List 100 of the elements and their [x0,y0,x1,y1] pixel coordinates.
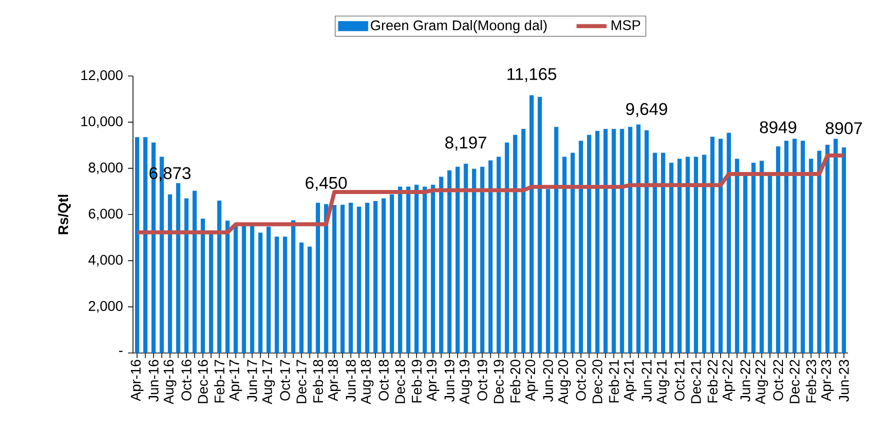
x-tick-label: Feb-22 [707,360,718,402]
data-label: 11,165 [508,68,556,82]
bar [718,138,723,353]
bar [266,226,271,353]
bar [554,126,558,353]
bar [200,218,205,353]
bar [595,130,600,353]
x-tick-label: Oct-17 [280,360,290,401]
x-tick-label: Apr-21 [624,360,637,402]
bar [842,147,846,353]
bar [834,138,838,353]
bar [562,156,567,353]
x-tick-label: Apr-16 [130,360,144,402]
bar [570,152,575,353]
bar [373,200,378,353]
bar [538,96,542,353]
bar [472,168,476,353]
x-tick-label: Aug-22 [755,360,768,404]
bar [439,176,444,353]
bar [250,224,254,353]
bar [578,140,584,353]
data-label: 8907 [826,122,862,134]
x-tick-label: Apr-17 [229,360,242,402]
bar [694,156,698,353]
x-tick-label: Jun-20 [543,360,553,402]
x-tick-label: Dec-20 [592,360,602,404]
x-tick-label: Aug-18 [360,360,374,404]
bar [299,242,304,353]
bar [669,162,674,353]
bar [800,140,805,353]
y-tick-label: 10,000 [81,116,123,128]
bar [316,202,320,353]
bar [776,146,780,353]
x-tick-label: Feb-19 [411,360,422,402]
x-tick-label: Apr-19 [426,360,440,402]
data-label: 9,649 [626,103,668,118]
bar [348,202,353,353]
bar [242,224,246,353]
x-tick-label: Jun-23 [838,360,849,402]
legend-label: Green Gram Dal(Moong dal) [370,20,547,34]
bar [496,156,501,353]
bar [743,175,748,353]
x-tick-label: Dec-19 [494,360,504,404]
x-tick-label: Jun-16 [148,360,159,402]
x-tick-label: Oct-18 [378,360,389,401]
bar [447,170,452,353]
bar [817,150,822,353]
bar [274,236,279,353]
x-tick-label: Apr-22 [722,360,736,402]
bar [760,160,764,353]
bar [406,186,410,353]
x-tick-label: Oct-21 [674,360,684,401]
bar [414,184,419,353]
bar [636,124,641,353]
x-tick-label: Feb-21 [608,360,619,402]
bar [168,194,172,353]
y-tick-label: 4,000 [88,254,123,266]
bar [504,142,510,353]
y-tick-label: - [119,350,123,352]
y-tick-label: 8,000 [88,162,123,174]
bar [734,158,740,353]
data-label: 6,450 [306,176,347,191]
y-tick-label: 12,000 [81,70,123,82]
x-tick-label: Feb-20 [510,360,520,402]
bar [603,128,608,353]
bar [308,246,312,353]
x-tick-label: Oct-16 [181,360,192,401]
x-tick-label: Dec-21 [691,360,701,404]
data-label: 8949 [760,121,796,134]
x-tick-label: Jun-22 [740,360,750,402]
x-tick-label: Jun-19 [444,360,454,402]
bar [808,158,814,353]
bar [652,152,657,353]
bar [587,134,592,353]
bar [546,189,550,353]
y-tick-label: 2,000 [88,301,123,313]
x-tick-label: Aug-17 [262,360,275,404]
x-tick-label: Aug-19 [460,360,472,404]
x-tick-label: Jun-18 [346,360,356,402]
bar [644,130,649,353]
bar [768,175,772,353]
x-tick-label: Dec-17 [296,360,306,404]
bar [825,144,830,353]
x-tick-label: Apr-20 [525,360,538,402]
bar [135,137,140,353]
x-tick-label: Dec-22 [790,360,800,404]
bar [291,220,296,353]
bar [726,132,731,353]
x-tick-label: Feb-18 [312,360,324,402]
bar [184,198,189,353]
bar [398,186,402,353]
data-label: 8,197 [445,136,486,151]
bar [686,156,690,353]
bar [192,190,197,353]
bar [751,162,756,353]
bar [620,128,624,353]
legend-label: MSP [612,20,640,30]
x-tick-label: Aug-20 [558,360,571,404]
bar [356,206,362,353]
bar [340,204,345,353]
